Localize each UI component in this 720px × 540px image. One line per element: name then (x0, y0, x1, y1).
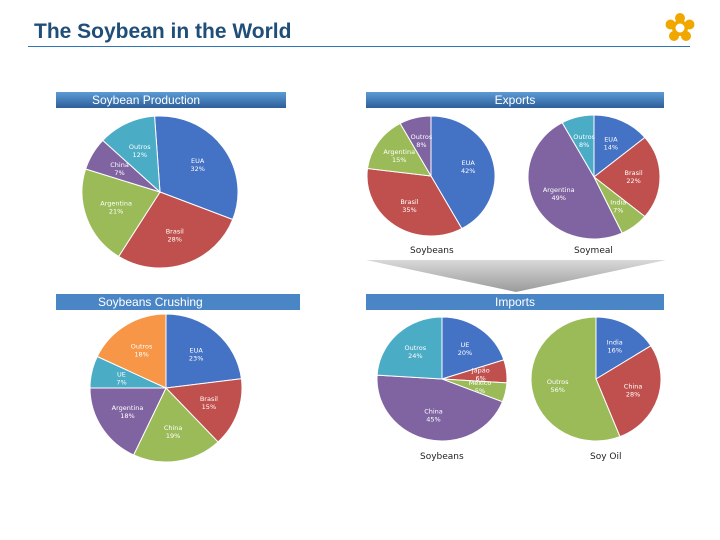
pie-slice-brasil (593, 136, 661, 218)
pie-label-outros: Outros 8% (411, 133, 433, 149)
pie-label-brasil: Brasil 22% (625, 169, 643, 185)
pie-label-outros: Outros 56% (547, 378, 569, 394)
pie-label-brasil: Brasil 15% (200, 395, 218, 411)
pie-slice-eua (430, 115, 496, 230)
section-bar-exports: Exports (366, 92, 664, 108)
pie-chart-exports-soybeans: EUA 42% Brasil 35% Argentina 15%Outros 8% (366, 115, 496, 237)
title-divider (28, 46, 690, 47)
pie-slice-brasil (366, 167, 463, 237)
pie-label-argentina: Argentina 49% (543, 186, 575, 202)
section-title-crushing: Soybeans Crushing (98, 295, 203, 309)
pie-slice-outros (102, 115, 161, 194)
pie-slice-ue (441, 316, 505, 380)
pie-slice-outros (561, 114, 595, 179)
pie-slice-china (376, 374, 504, 442)
pie-slice-brasil (117, 191, 234, 269)
pie-label-india: India 7% (610, 198, 626, 214)
imports-soybeans-label: Soybeans (420, 452, 464, 462)
pie-slice-eua (593, 114, 646, 179)
pie-label-ue: UE 7% (116, 370, 126, 386)
pie-label-outros: Outros 24% (404, 344, 426, 360)
section-title-imports: Imports (494, 295, 535, 309)
pie-label-china: China 45% (424, 407, 443, 423)
pie-slice-china (132, 387, 219, 463)
pie-label-argentina: Argentina 18% (112, 404, 144, 420)
imports-soyoil-label: Soy Oil (590, 452, 622, 462)
pie-label-brasil: Brasil 28% (166, 227, 184, 243)
pie-label-eua: EUA 32% (190, 157, 204, 173)
pie-slice-eua (154, 115, 239, 221)
pie-label-jap-o: Japão 6% (471, 366, 490, 382)
pie-label-eua: EUA 23% (189, 347, 203, 363)
pie-slice-argentina (81, 168, 161, 258)
pie-label-outros: Outros 18% (131, 343, 153, 359)
pie-chart-imports-soybeans: UE 20% Japão 6%México 5% China 45% Outros 24% (376, 316, 508, 442)
pie-label-outros: Outros 12% (129, 143, 151, 159)
pie-slice-outros (399, 115, 432, 178)
pie-label-eua: EUA 14% (604, 135, 618, 151)
pie-label-china: China 19% (164, 424, 183, 440)
pie-slice-outros (96, 313, 167, 389)
pie-slice-eua (165, 313, 242, 389)
pie-slice-india (595, 316, 652, 380)
section-bar-imports: Imports (366, 294, 664, 310)
section-title-production: Soybean Production (92, 93, 201, 107)
pie-label-ue: UE 20% (458, 341, 472, 357)
pie-chart-crushing: EUA 23% Brasil 15% China 19% Argentina 18% UE 7% O… (89, 313, 243, 463)
pie-slice-argentina (527, 122, 623, 240)
exports-soybeans-label: Soybeans (410, 246, 454, 256)
pie-chart-exports-soymeal: EUA 14% Brasil 22% India 7% Argentina 49% Outros… (527, 114, 661, 240)
flower-logo-icon (665, 13, 695, 41)
pie-label-india: India 16% (607, 338, 623, 354)
pie-slice-china (595, 345, 662, 438)
pie-label-china: China 28% (624, 382, 643, 398)
pie-chart-imports-soyoil: India 16% China 28% Outros 56% (530, 316, 662, 442)
pie-label-eua: EUA 42% (461, 159, 475, 175)
pie-slice-outros (530, 316, 621, 442)
pie-slice-argentina (89, 387, 167, 456)
section-bar-production: Soybean Production (56, 92, 286, 108)
pie-label-m-xico: México 5% (469, 379, 492, 395)
pie-label-brasil: Brasil 35% (400, 198, 418, 214)
pie-label-china: China 7% (110, 161, 129, 177)
section-title-exports: Exports (494, 93, 536, 107)
down-chevron-divider-icon (366, 260, 666, 292)
pie-slice-brasil (164, 378, 243, 443)
pie-label-argentina: Argentina 15% (383, 148, 415, 164)
pie-slice-outros (376, 316, 443, 380)
pie-chart-production: EUA 32% Brasil 28% Argentina 21% China 7%Outros… (81, 115, 239, 269)
page-title: The Soybean in the World (34, 20, 292, 43)
pie-slice-argentina (366, 122, 432, 177)
pie-label-outros: Outros 8% (573, 133, 595, 149)
pie-label-argentina: Argentina 21% (100, 200, 132, 216)
exports-soymeal-label: Soymeal (574, 246, 613, 256)
section-bar-crushing: Soybeans Crushing (56, 294, 300, 310)
